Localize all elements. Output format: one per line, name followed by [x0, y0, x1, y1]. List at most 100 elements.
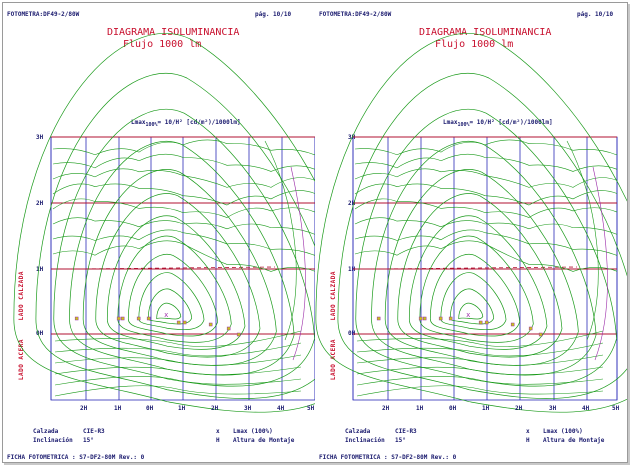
diagram-subtitle: Flujo 1000 lm — [435, 39, 514, 50]
x-tick: 1H — [114, 405, 122, 412]
contour-value-marker — [510, 322, 515, 327]
contour-line — [337, 73, 627, 399]
y-tick-0h: 0H — [348, 330, 356, 337]
legend-h-desc: Altura de Montaje — [543, 437, 605, 444]
contour-line — [458, 302, 484, 320]
x-tick: 2H — [80, 405, 88, 412]
contour-value-marker — [418, 316, 423, 321]
lmax-marker: x — [466, 311, 470, 319]
legend-x-symbol: x — [526, 428, 530, 435]
legend-inclinacion-value: 15° — [83, 437, 94, 444]
x-tick: 3H — [244, 405, 252, 412]
contour-line-upper — [354, 168, 618, 188]
contour-line — [449, 288, 495, 325]
contour-line — [69, 140, 295, 376]
contour-line — [13, 33, 315, 413]
legend-calzada-value: CIE-R3 — [395, 428, 417, 435]
x-tick: 2H — [515, 405, 523, 412]
contour-value-marker — [538, 332, 543, 337]
diagram-subtitle: Flujo 1000 lm — [123, 39, 202, 50]
contour-line-upper — [354, 217, 618, 235]
contour-line-lower — [356, 376, 604, 386]
contour-value-marker — [528, 326, 533, 331]
panel-left: FOTOMETRA:DF49-2/80W pág. 10/10 DIAGRAMA… — [3, 3, 315, 462]
contour-line-lower — [54, 330, 302, 347]
x-tick: 1H — [482, 405, 490, 412]
isoluminance-plot-left: x — [13, 33, 315, 413]
contour-line-upper — [52, 198, 315, 218]
contour-value-marker — [422, 316, 427, 321]
diagram-title: DIAGRAMA ISOLUMINANCIA — [419, 27, 552, 38]
contour-line-upper — [52, 240, 315, 272]
contour-line — [429, 253, 521, 337]
x-tick: 3H — [549, 405, 557, 412]
contour-line-upper — [354, 229, 618, 256]
contour-line — [127, 253, 219, 337]
contour-line-lower — [356, 366, 604, 375]
header-photometry: FOTOMETRA:DF49-2/80W — [7, 11, 80, 18]
contour-line — [138, 272, 205, 331]
contour-line — [371, 140, 597, 376]
contour-line-lower — [356, 330, 604, 347]
contour-line-lower — [54, 376, 302, 386]
contour-value-marker — [182, 320, 187, 325]
contour-line — [384, 169, 579, 366]
contour-line-upper — [52, 168, 315, 188]
contour-line — [397, 193, 563, 358]
y-tick-1h: 1H — [348, 266, 356, 273]
x-tick: 0H — [146, 405, 154, 412]
legend-x-desc: Lmax (100%) — [543, 428, 583, 435]
contour-value-marker — [208, 322, 213, 327]
contour-value-marker — [136, 316, 141, 321]
contour-line — [408, 215, 548, 350]
contour-line — [35, 73, 315, 399]
x-tick: 2H — [382, 405, 390, 412]
contour-line — [95, 193, 261, 358]
legend-h-symbol: H — [216, 437, 220, 444]
contour-line-right — [264, 140, 297, 341]
legend-h-desc: Altura de Montaje — [233, 437, 295, 444]
contour-line — [315, 33, 627, 413]
contour-line-lower — [356, 342, 604, 357]
y-tick-2h: 2H — [348, 200, 356, 207]
contour-line — [147, 288, 193, 325]
contour-line-lower — [54, 366, 302, 375]
legend-x-symbol: x — [216, 428, 220, 435]
contour-line-upper — [354, 139, 618, 156]
lmax-label: Lmax100%= 10/H² [cd/m²)/1000lm] — [131, 119, 241, 129]
contour-line — [106, 215, 246, 350]
y-tick-1h: 1H — [36, 266, 44, 273]
contour-line — [355, 108, 617, 387]
contour-line-right-magenta — [290, 166, 306, 361]
contour-line-lower — [54, 342, 302, 357]
contour-line-upper — [354, 183, 618, 206]
legend-h-symbol: H — [526, 437, 530, 444]
contour-value-marker — [478, 320, 483, 325]
panel-right: FOTOMETRA:DF49-2/80W pág. 10/10 DIAGRAMA… — [315, 3, 627, 462]
contour-line-upper — [354, 240, 618, 272]
contour-value-marker — [448, 316, 453, 321]
header-photometry: FOTOMETRA:DF49-2/80W — [319, 11, 392, 18]
contour-line-lower — [54, 385, 302, 397]
x-tick: 1H — [416, 405, 424, 412]
contour-value-marker — [120, 316, 125, 321]
x-tick: 5H — [307, 405, 315, 412]
contour-line — [53, 108, 315, 387]
legend-inclinacion-label: Inclinación — [345, 437, 385, 444]
legend-calzada-label: Calzada — [33, 428, 59, 435]
contour-line-lower — [54, 354, 302, 366]
contour-line-lower — [356, 354, 604, 366]
page-number: pág. 10/10 — [577, 11, 614, 18]
isoluminance-plot-right: x — [315, 33, 627, 413]
contour-value-marker — [438, 316, 443, 321]
y-tick-2h: 2H — [36, 200, 44, 207]
contour-value-marker — [484, 320, 489, 325]
contour-line — [156, 302, 182, 320]
page-number: pág. 10/10 — [255, 11, 292, 18]
contour-value-marker — [376, 316, 381, 321]
x-tick: 5H — [612, 405, 620, 412]
lmax-label: Lmax100%= 10/H² [cd/m²)/1000lm] — [443, 119, 553, 129]
legend-calzada-label: Calzada — [345, 428, 371, 435]
contour-line-upper — [52, 229, 315, 256]
